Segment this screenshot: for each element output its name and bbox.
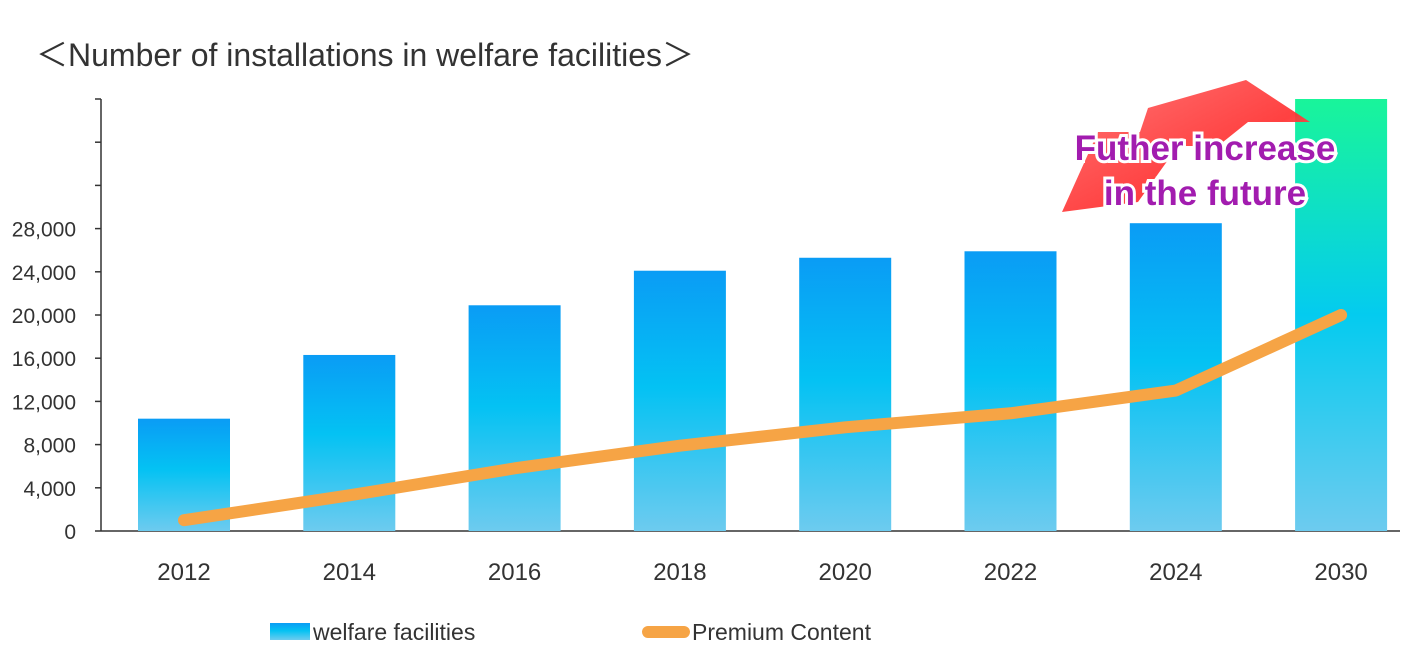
legend-swatch-bar [270, 623, 310, 640]
y-tick-label: 20,000 [12, 305, 76, 328]
bar-2020 [799, 257, 892, 531]
x-tick-label: 2020 [819, 559, 872, 586]
x-tick-label: 2030 [1314, 559, 1367, 586]
y-tick-label: 24,000 [12, 262, 76, 285]
future-arrow-icon [1062, 80, 1310, 212]
x-tick-label: 2022 [984, 559, 1037, 586]
y-tick-label: 16,000 [12, 348, 76, 371]
callout-text-line-2: in the future [1104, 174, 1306, 213]
y-axis: 0 4,000 8,000 12,000 16,000 20,000 24,000 28,00… [12, 98, 102, 544]
chart-title: ＜Number of installations in welfare faci… [36, 37, 695, 73]
bar-2022 [964, 251, 1057, 531]
x-tick-label: 2012 [157, 559, 210, 586]
x-tick-label: 2014 [323, 559, 376, 586]
legend-label-welfare: welfare facilities [312, 619, 475, 645]
legend: welfare facilities Premium Content [270, 619, 872, 645]
bar-series [138, 99, 1388, 531]
x-axis: 2012 2014 2016 2018 2020 2022 2024 2030 [101, 530, 1400, 586]
line-premium-content [178, 309, 1348, 527]
legend-label-premium: Premium Content [692, 619, 872, 645]
x-tick-label: 2018 [653, 559, 706, 586]
callout: Futher increase in the future [1062, 80, 1338, 216]
x-tick-label: 2024 [1149, 559, 1202, 586]
y-tick-label: 4,000 [23, 478, 76, 501]
line-series [178, 309, 1348, 527]
y-tick-label: 12,000 [12, 391, 76, 414]
bar-2018 [633, 270, 726, 531]
y-tick-label: 0 [64, 521, 76, 544]
y-tick-label: 8,000 [23, 435, 76, 458]
x-tick-label: 2016 [488, 559, 541, 586]
bar-2016 [468, 305, 561, 531]
callout-text-line-1: Futher increase [1075, 129, 1336, 168]
y-tick-label: 28,000 [12, 219, 76, 242]
